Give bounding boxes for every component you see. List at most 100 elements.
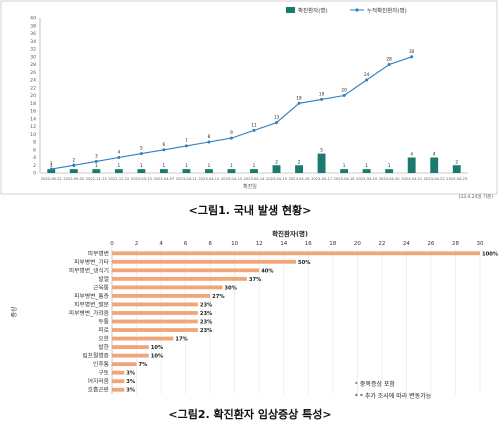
chart2-category-label: 피부병변_통증 [74, 292, 110, 300]
chart1-y-tick-label: 28 [30, 62, 36, 68]
chart2-x-tick-label: 28 [452, 241, 459, 247]
chart1-bar [430, 157, 439, 173]
chart2-title: 확진환자(명) [272, 229, 308, 238]
chart2-bar [112, 251, 480, 256]
chart1-y-tick-label: 10 [30, 132, 36, 138]
chart1-bar [227, 169, 236, 173]
chart2-x-tick-label: 12 [256, 241, 263, 247]
chart1-line-label: 8 [208, 134, 211, 139]
chart1-line-point [162, 148, 166, 152]
chart2-category-label: 림프절병증 [82, 352, 109, 360]
chart1: 확진환자(명) 누적확진환자(명) 확진일 (33.4.24일 기준) 0246… [0, 0, 498, 200]
chart1-y-tick-label: 26 [30, 70, 36, 76]
chart1-x-tick-label: 2023-04-19 [356, 177, 378, 181]
chart1-x-tick-label: 2022-11-15 [86, 177, 107, 181]
chart1-bar-label: 2 [298, 159, 301, 164]
chart1-x-tick-label: 2023-04-07 [153, 177, 174, 181]
chart2-category-label: 피부병변_발문 [74, 300, 110, 308]
chart2-bar [112, 293, 211, 298]
chart1-y-tick-label: 14 [30, 116, 36, 122]
chart1-line-point [229, 136, 233, 140]
chart2-bar [112, 336, 174, 341]
chart2-bar-label: 17% [175, 337, 188, 343]
chart1-line-label: 11 [251, 122, 257, 127]
chart1-y-tick-label: 34 [30, 39, 36, 45]
chart1-line-label: 13 [274, 115, 280, 120]
chart2-x-tick-label: 30 [477, 241, 484, 247]
chart2-x-tick-label: 6 [184, 241, 188, 247]
chart2-bar [112, 311, 198, 315]
chart1-x-tick-label: 2023-04-22 [424, 177, 445, 181]
chart1-xlabel: 확진일 [243, 183, 257, 190]
chart2-bar [112, 302, 198, 307]
chart2-category-label: 발한 [98, 343, 109, 351]
chart2-x-tick-label: 22 [378, 241, 385, 247]
legend-swatch-marker [355, 8, 359, 12]
chart1-line-label: 28 [386, 57, 392, 62]
chart1-bar-label: 5 [320, 148, 323, 153]
chart2-bar-label: 10% [151, 345, 164, 351]
chart2-x-tick-label: 4 [159, 241, 163, 247]
chart1-x-tick-label: 2023-03-13 [131, 177, 152, 181]
chart2-bar [112, 379, 125, 384]
chart2-category-label: 인후통 [93, 360, 110, 368]
chart2-x-tick-label: 16 [305, 241, 312, 247]
chart1-x-tick-label: 2023-04-20 [379, 177, 401, 181]
chart1-x-tick-label: 2023-04-13 [221, 177, 242, 181]
chart1-y-tick-label: 16 [30, 109, 36, 115]
chart1-line-label: 18 [296, 95, 302, 100]
chart2-bar-label: 23% [200, 302, 213, 308]
chart1-y-tick-label: 2 [33, 163, 36, 169]
chart2-category-label: 오한 [98, 336, 109, 343]
chart1-bar [385, 169, 394, 173]
chart1-line-point [72, 163, 76, 167]
chart2-category-label: 구토 [98, 370, 109, 377]
chart1-bar [340, 169, 349, 173]
chart1-bar-label: 1 [95, 163, 98, 168]
chart2-bar-label: 50% [298, 260, 311, 266]
chart2-bar [112, 268, 260, 273]
chart1-bar [407, 157, 416, 173]
chart2-ylabel: 증상 [10, 306, 18, 318]
chart1-line-label: 20 [341, 88, 347, 93]
chart2-bar [112, 362, 137, 367]
chart1-bar-label: 2 [275, 159, 278, 164]
chart1-line-point [49, 167, 53, 171]
chart1-bar [69, 169, 78, 173]
chart1-bar [317, 153, 326, 173]
chart2-x-tick-label: 10 [231, 241, 238, 247]
chart1-line-label: 2 [72, 157, 75, 162]
chart1-line-point [387, 63, 391, 66]
chart2-bar [112, 328, 198, 332]
chart1-y-tick-label: 30 [30, 54, 36, 60]
chart2-category-label: 피부병변_생식기 [69, 266, 109, 274]
chart2-bar [112, 259, 296, 264]
chart1-x-tick-label: 2022-09-02 [63, 177, 84, 181]
chart1-x-tick-label: 2023-04-15 [266, 177, 287, 181]
chart1-y-tick-label: 12 [30, 124, 36, 130]
chart1-line-label: 19 [319, 91, 325, 96]
chart2: 확진환자(명) 증상 * 중복증상 포함 * * 추가 조사에 따라 변동가능 … [10, 229, 499, 400]
chart2-note-2: * * 추가 조사에 따라 변동가능 [355, 392, 432, 400]
chart1-y-tick-label: 24 [30, 78, 36, 84]
chart1-y-tick-label: 22 [30, 85, 36, 91]
chart1-line-point [184, 144, 188, 148]
chart1-line-label: 24 [364, 72, 370, 77]
chart1-line-point [207, 140, 211, 144]
chart1-bar [182, 169, 191, 173]
chart2-x-tick-label: 26 [427, 241, 434, 247]
chart1-x-tick-label: 2023-04-21 [401, 177, 422, 181]
chart1-y-tick-label: 32 [30, 47, 36, 53]
chart1-bar [114, 169, 123, 173]
chart2-x-tick-label: 24 [403, 241, 410, 247]
chart1-line-point [117, 156, 121, 159]
chart1-bar [47, 169, 56, 173]
chart1-x-tick-label: 2022-11-22 [108, 177, 129, 181]
chart1-bar-label: 4 [433, 152, 436, 157]
chart1-bar [272, 165, 281, 173]
chart2-category-label: 피로 [98, 326, 109, 334]
chart2-caption: <그림2. 확진환자 임상증상 특성> [168, 407, 331, 421]
chart1-bar-label: 2 [455, 159, 458, 164]
chart1-x-tick-label: 2022-06-22 [41, 177, 62, 181]
